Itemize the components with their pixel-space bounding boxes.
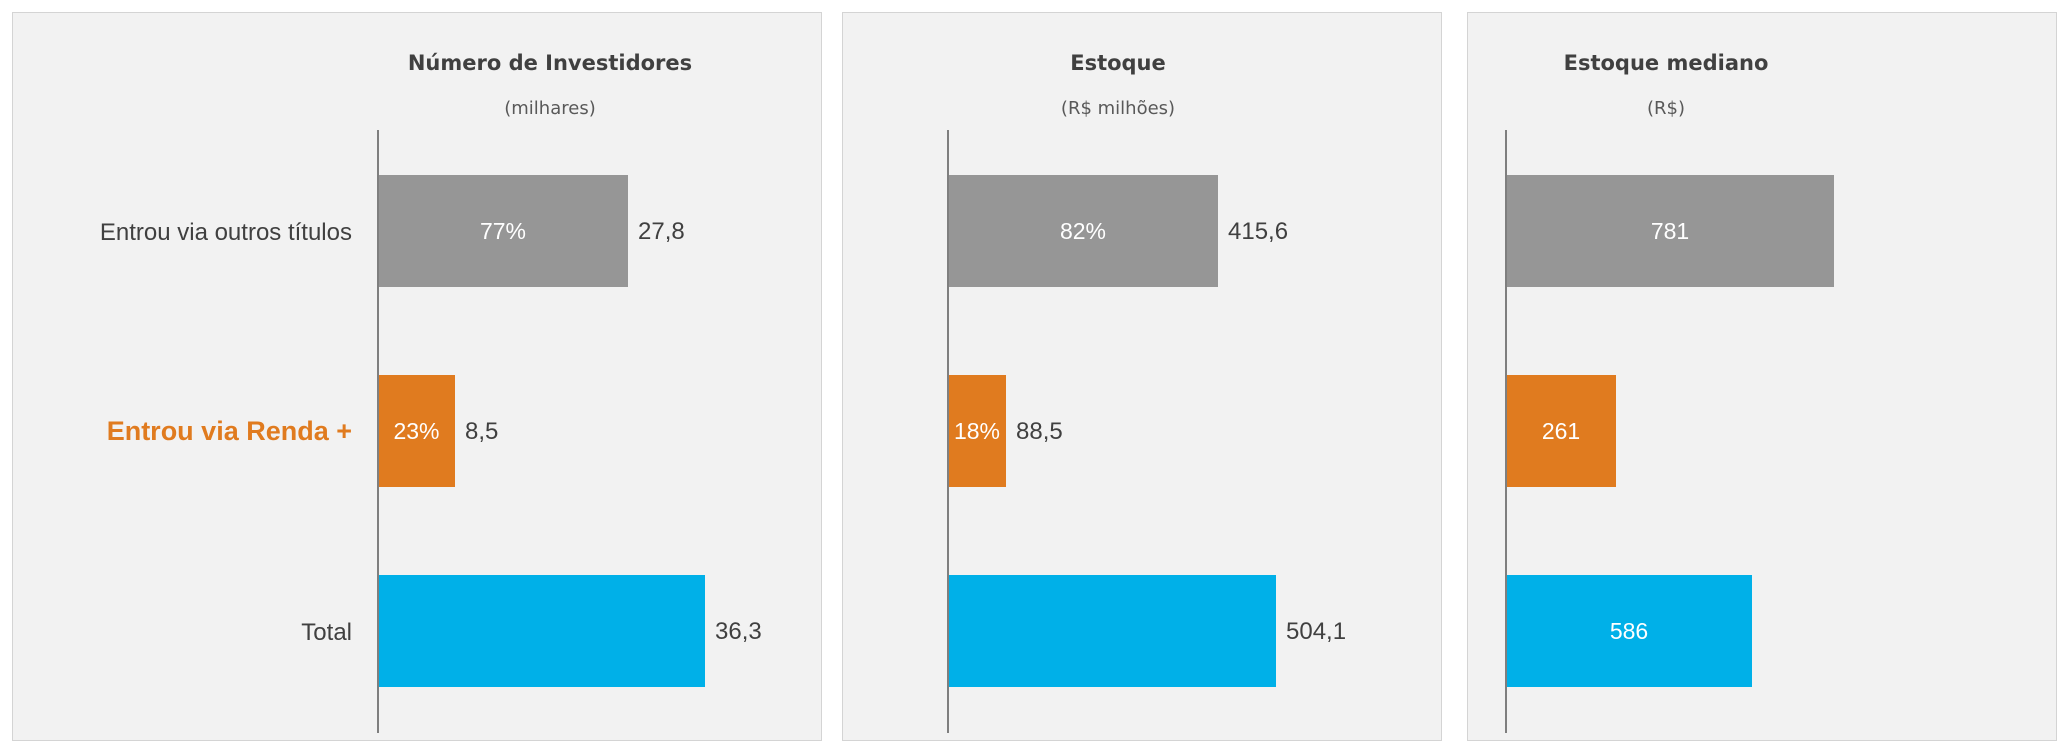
bar-2-0 <box>1506 175 1834 287</box>
bar-1-0 <box>948 175 1218 287</box>
category-label-0: Entrou via outros títulos <box>100 219 352 246</box>
share-label-1-0: 82% <box>1060 218 1106 244</box>
category-label-2: Total <box>301 619 352 646</box>
chart-subtitle-2: (R$) <box>1647 98 1685 119</box>
chart-title-1: Estoque <box>1070 51 1166 75</box>
value-label-1-0: 415,6 <box>1228 218 1288 245</box>
value-label-0-1: 8,5 <box>465 418 498 445</box>
share-label-0-0: 77% <box>480 218 526 244</box>
share-label-1-1: 18% <box>954 418 1000 444</box>
value-label-2-0: 781 <box>1651 218 1689 244</box>
bar-1-2 <box>948 575 1276 687</box>
value-label-1-2: 504,1 <box>1286 618 1346 645</box>
category-label-1: Entrou via Renda + <box>107 416 352 446</box>
bar-0-1 <box>378 375 455 487</box>
chart-title-0: Número de Investidores <box>408 51 692 75</box>
value-label-1-1: 88,5 <box>1016 418 1063 445</box>
chart-subtitle-0: (milhares) <box>504 98 595 119</box>
bar-0-2 <box>378 575 705 687</box>
chart-subtitle-1: (R$ milhões) <box>1061 98 1175 119</box>
chart-title-2: Estoque mediano <box>1564 51 1769 75</box>
bar-1-1 <box>948 375 1006 487</box>
share-label-0-1: 23% <box>393 418 439 444</box>
bar-0-0 <box>378 175 628 287</box>
bar-2-2 <box>1506 575 1752 687</box>
bar-2-1 <box>1506 375 1616 487</box>
value-label-2-2: 586 <box>1610 618 1648 644</box>
value-label-2-1: 261 <box>1542 418 1580 444</box>
value-label-0-0: 27,8 <box>638 218 685 245</box>
value-label-0-2: 36,3 <box>715 618 762 645</box>
